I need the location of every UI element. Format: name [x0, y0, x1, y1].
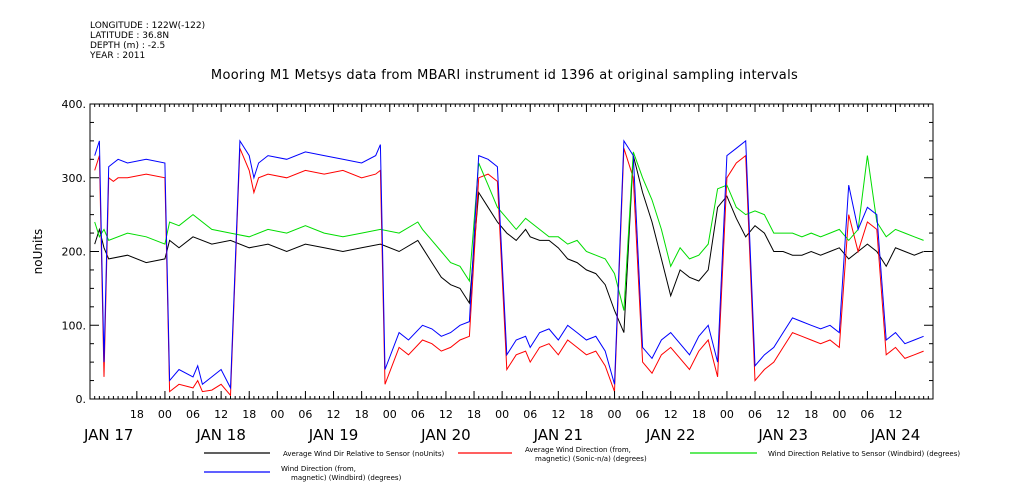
x-tick-label: 12: [889, 408, 903, 421]
x-tick-label: 06: [860, 408, 874, 421]
series-line-3: [94, 151, 924, 311]
x-tick-label: 18: [579, 408, 593, 421]
y-tick-label: 100.: [62, 319, 87, 332]
x-day-label: JAN 22: [645, 426, 696, 444]
x-tick-label: 12: [664, 408, 678, 421]
x-tick-label: 06: [636, 408, 650, 421]
legend-label-2: Average Wind Direction (from,: [525, 446, 631, 454]
x-tick-label: 12: [439, 408, 453, 421]
x-day-label: JAN 18: [195, 426, 246, 444]
legend-label-3: Wind Direction Relative to Sensor (Windb…: [768, 450, 960, 458]
series-line-1: [94, 155, 924, 333]
x-tick-label: 00: [383, 408, 397, 421]
x-tick-label: 00: [270, 408, 284, 421]
x-day-label: JAN 19: [308, 426, 359, 444]
x-tick-label: 18: [130, 408, 144, 421]
series-line-4: [94, 139, 924, 390]
x-tick-label: 12: [214, 408, 228, 421]
x-tick-label: 18: [355, 408, 369, 421]
x-tick-label: 12: [776, 408, 790, 421]
chart-title: Mooring M1 Metsys data from MBARI instru…: [210, 68, 799, 83]
x-tick-label: 06: [186, 408, 200, 421]
x-day-label: JAN 17: [83, 426, 134, 444]
series-line-2: [94, 148, 924, 397]
x-day-label: JAN 20: [420, 426, 471, 444]
x-tick-label: 18: [467, 408, 481, 421]
metadata-block: LONGITUDE : 122W(-122) LATITUDE : 36.8N …: [90, 21, 205, 61]
y-tick-label: 300.: [62, 172, 87, 185]
meta-depth: DEPTH (m) : -2.5: [90, 41, 166, 51]
y-tick-label: 200.: [62, 246, 87, 259]
legend-label-1: Average Wind Dir Relative to Sensor (noU…: [283, 450, 444, 458]
x-tick-label: 00: [158, 408, 172, 421]
legend-label-2: magnetic) (Sonic-n/a) (degrees): [535, 455, 647, 463]
x-tick-label: 06: [298, 408, 312, 421]
plot-frame: [89, 103, 934, 400]
legend-label-4: Wind Direction (from,: [281, 465, 356, 473]
x-tick-label: 18: [804, 408, 818, 421]
x-tick-label: 00: [608, 408, 622, 421]
y-axis-label: noUnits: [31, 229, 45, 275]
x-tick-label: 06: [523, 408, 537, 421]
x-tick-label: 00: [495, 408, 509, 421]
x-day-label: JAN 23: [757, 426, 808, 444]
meta-longitude: LONGITUDE : 122W(-122): [90, 21, 206, 31]
x-day-label: JAN 21: [533, 426, 584, 444]
x-tick-label: 12: [551, 408, 565, 421]
x-tick-label: 00: [832, 408, 846, 421]
y-tick-label: 400.: [62, 98, 87, 111]
x-tick-label: 00: [720, 408, 734, 421]
legend-label-4: magnetic) (Windbird) (degrees): [291, 474, 402, 482]
x-tick-label: 06: [411, 408, 425, 421]
x-tick-label: 18: [692, 408, 706, 421]
meta-latitude: LATITUDE : 36.8N: [90, 31, 170, 41]
x-tick-label: 06: [748, 408, 762, 421]
meta-year: YEAR : 2011: [90, 51, 146, 61]
y-tick-label: 0.: [76, 393, 87, 406]
x-tick-label: 12: [327, 408, 341, 421]
x-tick-label: 18: [242, 408, 256, 421]
x-day-label: JAN 24: [870, 426, 921, 444]
